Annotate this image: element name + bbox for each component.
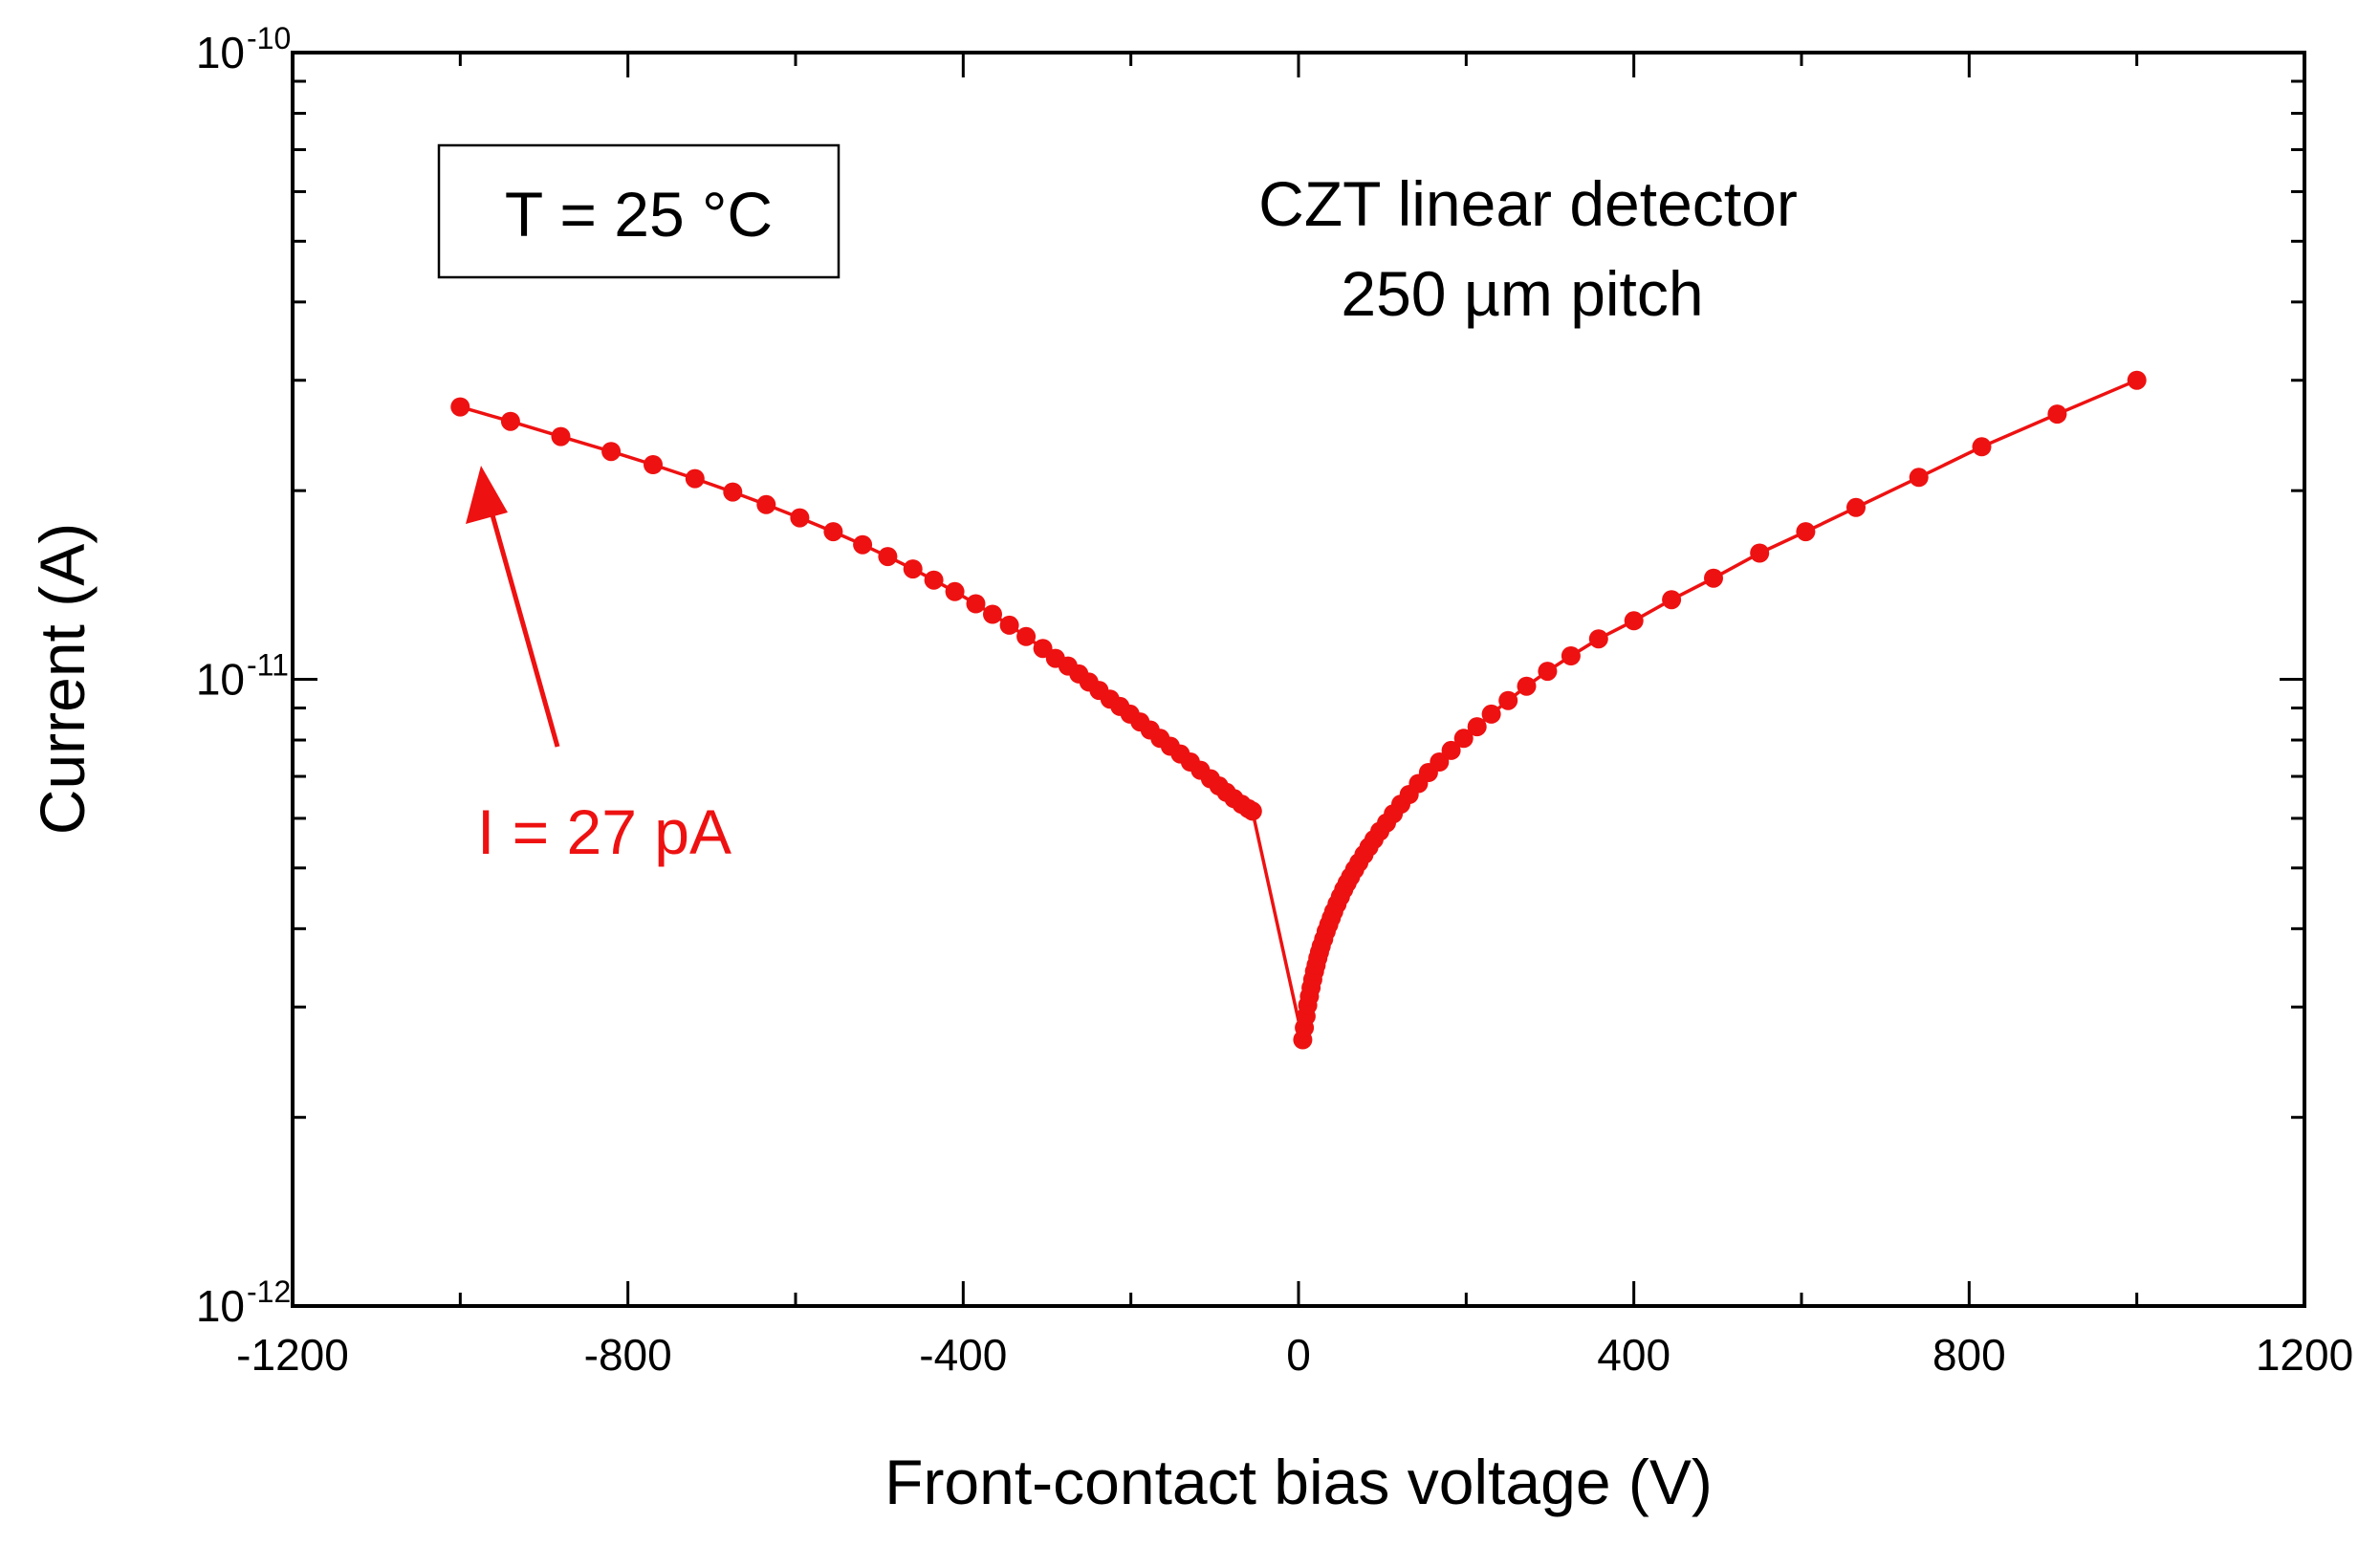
data-point [1538, 662, 1558, 682]
data-point [790, 508, 810, 528]
data-point [999, 615, 1019, 635]
y-tick-label-base: 10 [196, 28, 245, 77]
current-annotation: I = 27 pA [466, 466, 731, 867]
data-point [853, 534, 873, 555]
data-point [823, 522, 843, 542]
data-point [1750, 543, 1770, 563]
x-tick-label: 0 [1286, 1330, 1311, 1380]
data-point [1453, 729, 1474, 749]
data-point [1588, 629, 1608, 649]
data-point [1441, 740, 1461, 760]
y-tick-label-exponent: -11 [247, 648, 289, 683]
temperature-label: T = 25 °C [505, 179, 773, 250]
data-point [903, 559, 923, 579]
data-point [1846, 497, 1866, 517]
data-point [1662, 590, 1682, 610]
data-point [1624, 611, 1644, 631]
data-point [450, 397, 470, 417]
data-point [500, 411, 520, 431]
x-tick-label: 400 [1597, 1330, 1670, 1380]
arrow-shaft [487, 504, 560, 748]
data-point [2127, 370, 2147, 390]
data-point [983, 604, 1002, 624]
data-point [1016, 626, 1037, 646]
data-point [924, 570, 944, 590]
data-point [1467, 717, 1487, 737]
y-tick-label-exponent: -12 [247, 1274, 291, 1309]
current-label: I = 27 pA [477, 796, 731, 867]
data-point [1704, 568, 1723, 588]
detector-label-line2: 250 µm pitch [1341, 258, 1703, 329]
detector-label-line1: CZT linear detector [1258, 168, 1798, 239]
x-tick-label: 800 [1932, 1330, 2006, 1380]
data-point [756, 494, 776, 514]
data-point [551, 426, 571, 446]
x-tick-label: -1200 [236, 1330, 349, 1380]
y-tick-label-base: 10 [196, 655, 245, 705]
data-point [1498, 690, 1518, 710]
data-point [1972, 437, 1992, 457]
data-point [878, 547, 898, 567]
data-point [1796, 522, 1816, 542]
data-point [644, 455, 663, 474]
arrow-head [466, 466, 508, 524]
x-tick-labels: -1200 -800 -400 0 400 800 1200 [236, 1330, 2353, 1380]
data-point [1242, 801, 1262, 821]
data-point [1561, 646, 1581, 665]
data-point [1430, 752, 1450, 772]
data-point [966, 594, 986, 614]
data-point [1481, 704, 1501, 724]
axis-ticks [291, 51, 2306, 1308]
temperature-box [437, 143, 841, 279]
data-point [1517, 676, 1537, 696]
series-iv-curve [450, 370, 2147, 1050]
data-point [685, 468, 705, 489]
data-point [601, 442, 622, 462]
x-tick-label: -800 [584, 1330, 672, 1380]
data-point [2047, 404, 2067, 425]
series-line [459, 379, 2138, 1040]
x-tick-label: -400 [919, 1330, 1007, 1380]
x-axis-title: Front-contact bias voltage (V) [884, 1447, 1713, 1517]
y-axis-title: Current (A) [27, 523, 98, 835]
data-point [945, 581, 965, 601]
y-tick-label-base: 10 [196, 1281, 245, 1331]
y-tick-label-exponent: -10 [247, 21, 291, 55]
x-tick-label: 1200 [2256, 1330, 2353, 1380]
data-point [723, 482, 743, 502]
data-point [1909, 468, 1929, 488]
